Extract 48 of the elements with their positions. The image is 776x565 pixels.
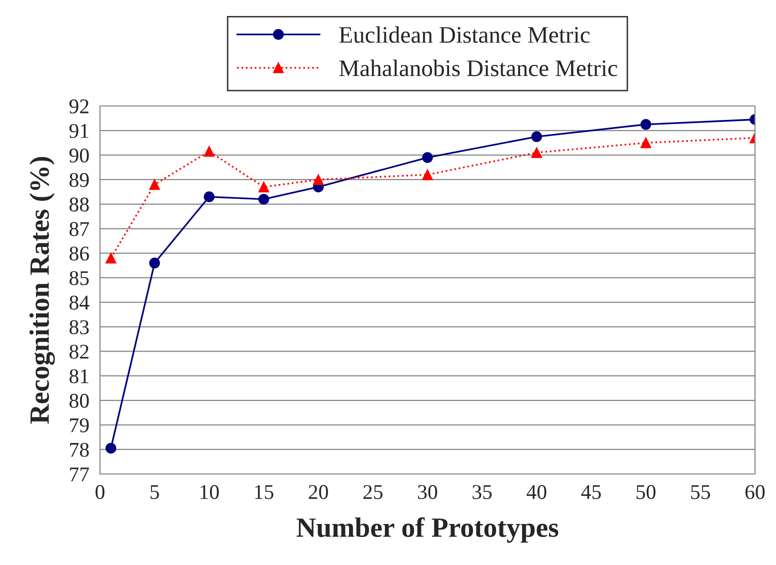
point <box>258 194 270 205</box>
y-tick-label: 78 <box>70 442 89 457</box>
y-tick-label: 80 <box>70 394 89 408</box>
point <box>149 179 160 190</box>
x-tick-label: 60 <box>745 485 765 500</box>
y-tick-label: 84 <box>70 296 90 310</box>
y-tick-label: 81 <box>70 369 88 384</box>
x-tick-label: 10 <box>200 485 219 500</box>
point <box>312 174 324 185</box>
y-tick-label: 92 <box>69 99 88 114</box>
x-tick-label: 40 <box>526 485 546 500</box>
y-tick-label: 91 <box>69 124 88 138</box>
y-tick-label: 87 <box>70 222 89 236</box>
point <box>204 146 215 157</box>
x-tick-label: 20 <box>308 485 328 500</box>
x-tick-label: 0 <box>96 485 104 500</box>
y-axis-title: Recognition Rates (%) <box>29 156 55 424</box>
x-tick-label: 35 <box>472 485 492 500</box>
point <box>422 169 433 180</box>
legend-label: Euclidean Distance Metric <box>339 26 590 43</box>
point <box>106 252 116 264</box>
x-tick-label: 55 <box>691 485 710 500</box>
legend-label: Mahalanobis Distance Metric <box>339 60 618 76</box>
y-tick-label: 86 <box>70 246 89 261</box>
x-tick-label: 25 <box>363 485 383 500</box>
x-tick-label: 45 <box>581 485 601 500</box>
y-tick-label: 83 <box>70 320 89 334</box>
y-tick-label: 82 <box>70 344 88 359</box>
y-tick-label: 89 <box>70 172 89 188</box>
y-tick-label: 90 <box>69 148 89 162</box>
point <box>149 258 160 268</box>
x-tick-label: 50 <box>636 485 656 500</box>
point <box>640 137 652 148</box>
y-tick-label: 79 <box>70 418 89 432</box>
point <box>258 182 270 192</box>
x-tick-label: 5 <box>150 485 159 500</box>
point <box>640 119 652 130</box>
point <box>106 442 116 454</box>
y-tick-label: 85 <box>70 271 89 286</box>
x-tick-label: 30 <box>418 485 438 500</box>
y-tick-label: 77 <box>70 468 89 482</box>
point <box>204 191 215 202</box>
y-tick-label: 88 <box>70 198 89 212</box>
point <box>422 152 433 163</box>
x-tick-label: 15 <box>255 485 274 500</box>
x-axis-title: Number of Prototypes <box>296 517 558 543</box>
point <box>531 147 542 158</box>
point <box>531 131 542 142</box>
